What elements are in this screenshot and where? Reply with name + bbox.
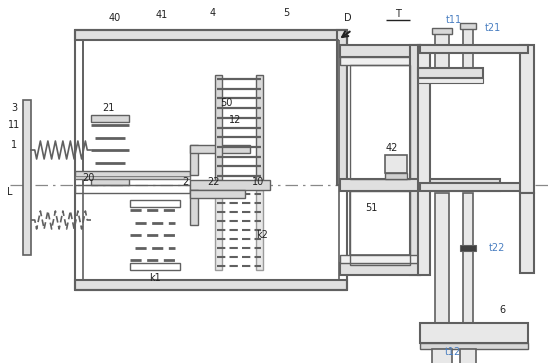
Bar	[420, 343, 528, 349]
Bar	[350, 191, 410, 265]
Text: 51: 51	[365, 203, 377, 213]
Bar	[385, 173, 407, 179]
Bar	[215, 190, 222, 270]
Text: t21: t21	[485, 23, 501, 33]
Text: 10: 10	[252, 177, 264, 187]
Bar	[460, 245, 476, 251]
Bar	[418, 78, 483, 83]
Bar	[256, 190, 263, 270]
Bar	[410, 45, 420, 275]
Bar	[75, 280, 347, 290]
Bar	[23, 100, 31, 255]
Bar	[337, 30, 347, 185]
Bar	[190, 180, 270, 190]
Bar	[340, 179, 500, 191]
Bar	[91, 115, 129, 122]
Bar	[215, 75, 222, 180]
Bar	[340, 255, 420, 263]
Text: L: L	[7, 187, 13, 197]
Bar	[190, 190, 245, 198]
Bar	[420, 323, 528, 343]
Text: 4: 4	[210, 8, 216, 18]
Bar	[460, 23, 476, 29]
Text: k1: k1	[149, 273, 161, 283]
Bar	[418, 68, 483, 78]
Text: 11: 11	[8, 120, 20, 130]
Text: 42: 42	[386, 143, 398, 153]
Bar	[130, 200, 180, 207]
Bar	[460, 349, 476, 363]
Bar	[130, 263, 180, 270]
Bar	[91, 178, 129, 185]
Bar	[190, 190, 198, 225]
Text: 12: 12	[229, 115, 241, 125]
Bar	[432, 28, 452, 34]
Bar	[385, 155, 407, 173]
Text: 20: 20	[82, 173, 94, 183]
Bar	[420, 45, 528, 53]
Bar	[463, 193, 473, 323]
Bar	[190, 145, 198, 175]
Text: k2: k2	[256, 230, 268, 240]
Bar	[435, 193, 449, 323]
Bar	[190, 145, 250, 153]
Bar	[520, 45, 534, 193]
Bar	[350, 65, 410, 179]
Bar	[463, 25, 473, 80]
Text: t12: t12	[445, 347, 461, 357]
Text: 21: 21	[102, 103, 114, 113]
Text: 1: 1	[11, 140, 17, 150]
Bar	[340, 57, 420, 65]
Text: 22: 22	[207, 177, 219, 187]
Text: 50: 50	[220, 98, 232, 108]
Text: T: T	[395, 9, 401, 19]
Bar	[418, 45, 430, 275]
Bar	[432, 323, 452, 329]
Bar	[75, 176, 190, 179]
Text: 6: 6	[499, 305, 505, 315]
Text: 5: 5	[283, 8, 289, 18]
Text: 2: 2	[182, 177, 188, 187]
Bar	[520, 193, 534, 273]
Bar	[75, 30, 347, 40]
Text: t22: t22	[489, 243, 505, 253]
Text: 3: 3	[11, 103, 17, 113]
Text: D: D	[344, 13, 352, 23]
Text: 40: 40	[109, 13, 121, 23]
Bar	[75, 171, 190, 179]
Bar	[256, 75, 263, 180]
Bar	[340, 263, 420, 275]
Text: 41: 41	[156, 10, 168, 20]
Bar	[420, 183, 528, 191]
Bar	[432, 349, 452, 363]
Bar	[435, 30, 449, 70]
Bar	[75, 185, 190, 193]
Text: t11: t11	[446, 15, 462, 25]
Bar	[340, 45, 420, 57]
